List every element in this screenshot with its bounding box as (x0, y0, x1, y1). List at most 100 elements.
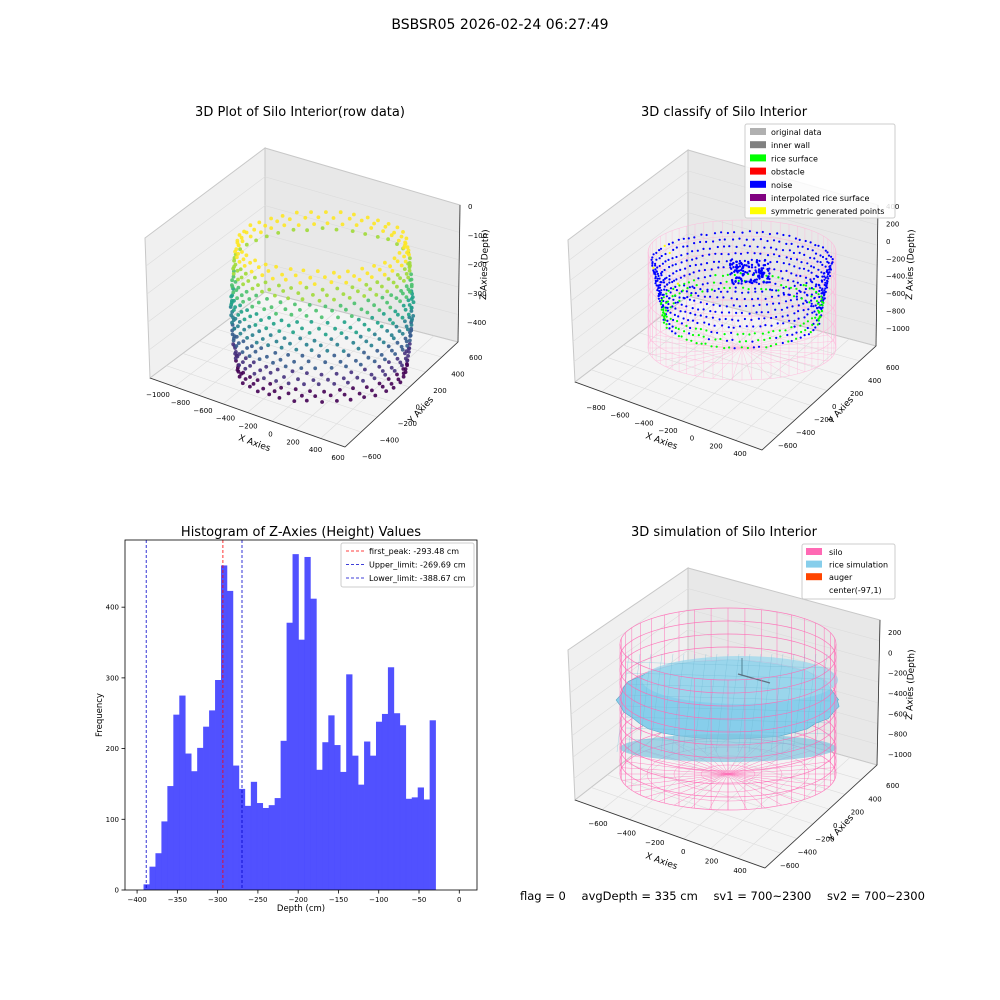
classify-x-axis-line (574, 381, 763, 451)
classified-point (769, 288, 772, 291)
simulation-title: 3D simulation of Silo Interior (631, 525, 818, 540)
histogram-bar (346, 674, 353, 890)
classified-point (738, 340, 741, 343)
data-point (256, 265, 261, 270)
classified-point (701, 254, 704, 257)
classified-point (780, 308, 784, 311)
classified-point (782, 262, 785, 265)
data-point (399, 344, 404, 349)
data-point (235, 268, 240, 273)
grid-line (569, 608, 689, 694)
noise-cluster-point (744, 270, 747, 274)
classified-point (792, 251, 796, 255)
data-point (338, 210, 343, 215)
data-point (406, 354, 410, 358)
data-point (307, 303, 312, 307)
classified-point (676, 320, 679, 323)
data-point (341, 292, 346, 296)
data-point (386, 277, 391, 281)
data-point (335, 286, 340, 291)
data-point (243, 356, 248, 361)
classified-point (793, 284, 796, 287)
legend-swatch (806, 573, 822, 581)
legend-label: Lower_limit: -388.67 cm (369, 574, 466, 583)
noise-cluster-point (748, 280, 751, 283)
classified-point (809, 241, 812, 244)
classified-point (814, 285, 817, 288)
surface-mesh-line (693, 653, 707, 753)
histogram-bar (256, 803, 264, 890)
classified-point (664, 319, 667, 322)
classified-point (766, 239, 769, 243)
classified-point (781, 277, 784, 280)
silo-floor-spoke (741, 347, 752, 380)
histogram-reference-lines (145, 540, 243, 890)
data-point (255, 378, 260, 382)
classified-point (660, 254, 663, 258)
x-tick-label: −600 (588, 820, 607, 828)
data-point (275, 219, 280, 224)
data-point (373, 393, 378, 398)
classified-point (818, 316, 821, 319)
grid-line (222, 310, 338, 405)
data-point (271, 360, 275, 365)
classified-point (738, 237, 741, 240)
data-point (344, 280, 349, 285)
noise-cluster-point (767, 275, 770, 278)
classified-point (776, 322, 779, 325)
classified-point (808, 301, 811, 304)
data-point (234, 334, 239, 339)
surface-mesh-line (638, 653, 652, 753)
data-point (251, 382, 256, 386)
noise-cluster-point (738, 265, 742, 268)
classified-point (739, 252, 743, 255)
legend-label: inner wall (771, 141, 810, 150)
classified-point (809, 256, 812, 259)
data-point (312, 338, 317, 343)
silo-floor-spoke (741, 320, 790, 349)
data-point (238, 303, 243, 308)
data-point (257, 220, 262, 225)
grid-line (573, 274, 689, 362)
classified-point (706, 282, 709, 285)
silo-floor-spoke (650, 347, 743, 355)
data-point (404, 272, 409, 276)
data-point (229, 313, 234, 318)
classified-point (689, 312, 692, 315)
noise-cluster-point (750, 263, 754, 267)
x-tick-label: −600 (193, 407, 212, 415)
data-point (241, 370, 246, 375)
classified-point (666, 319, 669, 322)
classified-point (752, 238, 755, 241)
classified-point (741, 231, 744, 234)
classified-point (699, 301, 702, 304)
noise-cluster-point (734, 277, 738, 280)
y-tick-label: 600 (469, 354, 482, 362)
classified-point (784, 300, 788, 303)
data-point (388, 317, 392, 322)
classified-point (658, 257, 661, 260)
classified-point (661, 262, 665, 265)
histogram-bar (250, 781, 258, 890)
noise-cluster-point (745, 280, 748, 283)
data-point (318, 343, 323, 348)
classified-point (678, 296, 681, 299)
classified-point (671, 264, 674, 267)
data-point (286, 391, 291, 396)
classified-point (827, 272, 830, 276)
data-point (294, 210, 299, 215)
data-point (280, 214, 285, 218)
data-point (260, 337, 265, 341)
data-point (357, 277, 362, 282)
data-point (404, 284, 409, 289)
data-point (386, 344, 391, 349)
classified-point (692, 279, 696, 282)
classified-point (747, 291, 750, 294)
y-tick-label: 0 (832, 403, 836, 411)
classified-point (815, 300, 819, 303)
histogram-y-axis-label: Frequency (95, 693, 105, 737)
classified-point (821, 275, 824, 278)
classified-point (772, 253, 776, 256)
grid-line (166, 365, 362, 433)
data-point (231, 271, 236, 276)
